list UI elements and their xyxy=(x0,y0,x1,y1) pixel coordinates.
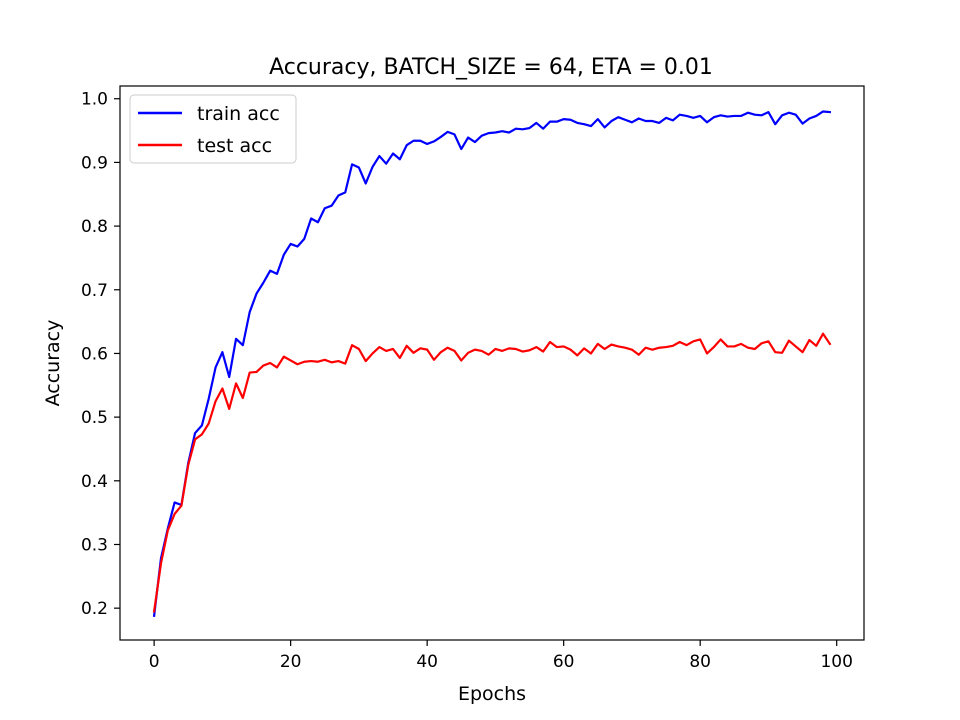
legend-label-test: test acc xyxy=(197,135,272,157)
x-tick-label: 40 xyxy=(416,652,438,672)
y-tick-label: 0.6 xyxy=(81,344,108,364)
legend-label-train: train acc xyxy=(197,103,280,125)
y-axis: 0.2 0.3 0.4 0.5 0.6 0.7 0.8 0.9 1.0 xyxy=(81,90,120,619)
x-tick-label: 60 xyxy=(553,652,575,672)
y-tick-label: 0.5 xyxy=(81,408,108,428)
x-tick-label: 0 xyxy=(149,652,160,672)
chart-title: Accuracy, BATCH_SIZE = 64, ETA = 0.01 xyxy=(269,55,713,80)
plot-area: 0 20 40 60 80 100 0.2 0.3 0.4 0.5 0.6 0.7 0.8 0.9 1.0 xyxy=(81,85,865,672)
train-acc-line xyxy=(152,110,832,618)
axes-frame xyxy=(119,85,865,641)
y-tick-label: 0.8 xyxy=(81,217,108,237)
series-lines xyxy=(152,110,832,618)
x-tick-label: 80 xyxy=(689,652,711,672)
x-axis-label: Epochs xyxy=(458,683,526,705)
y-tick-label: 0.2 xyxy=(81,599,108,619)
x-tick-label: 100 xyxy=(820,652,852,672)
x-axis: 0 20 40 60 80 100 xyxy=(149,640,853,672)
y-tick-label: 0.3 xyxy=(81,535,108,555)
legend: train acc test acc xyxy=(129,94,297,164)
test-acc-line xyxy=(152,332,832,613)
y-tick-label: 0.4 xyxy=(81,472,108,492)
y-tick-label: 0.7 xyxy=(81,281,108,301)
y-axis-label: Accuracy xyxy=(42,320,64,407)
x-tick-label: 20 xyxy=(280,652,302,672)
y-tick-label: 0.9 xyxy=(81,153,108,173)
y-tick-label: 1.0 xyxy=(81,90,108,110)
